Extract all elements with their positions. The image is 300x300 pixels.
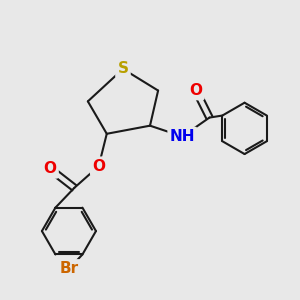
Text: O: O	[44, 161, 56, 176]
Text: S: S	[118, 61, 128, 76]
Text: O: O	[92, 159, 105, 174]
Text: NH: NH	[170, 129, 195, 144]
Text: Br: Br	[59, 261, 79, 276]
Text: O: O	[189, 83, 203, 98]
